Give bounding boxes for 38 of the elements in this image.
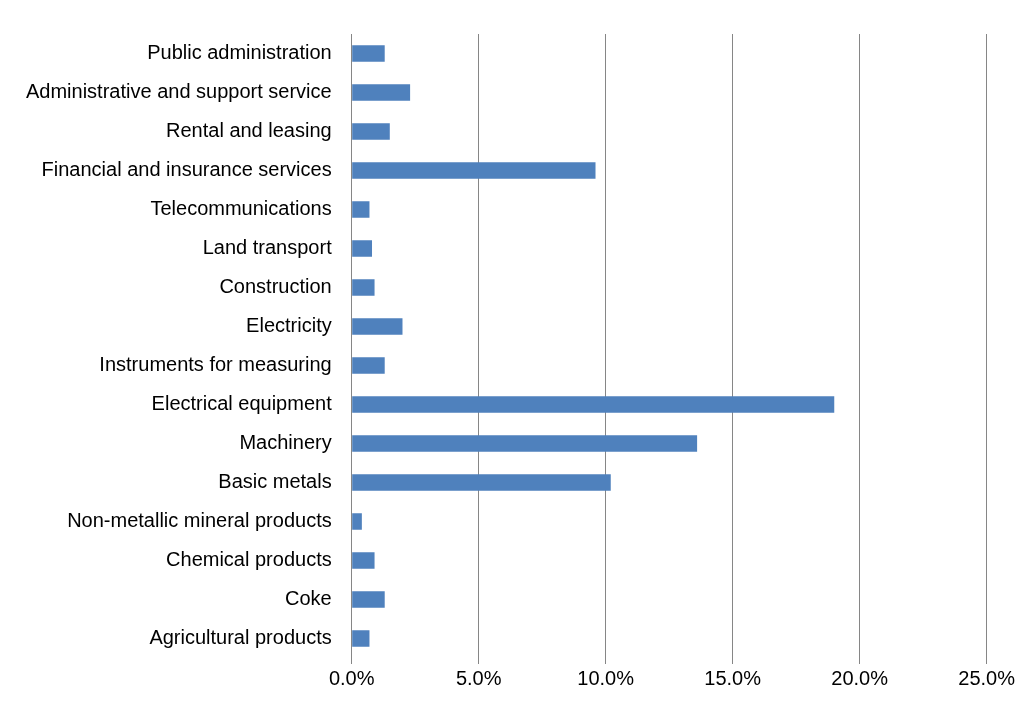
y-tick-label: Electrical equipment bbox=[151, 392, 333, 415]
bar bbox=[352, 396, 835, 413]
y-tick-label: Chemical products bbox=[166, 548, 332, 571]
y-tick-label: Administrative and support service bbox=[25, 80, 332, 103]
bar bbox=[352, 552, 375, 569]
bar bbox=[352, 123, 390, 140]
x-tick-label: 0.0% bbox=[328, 666, 375, 689]
x-tick-label: 5.0% bbox=[455, 666, 502, 689]
y-tick-label: Non-metallic mineral products bbox=[67, 509, 332, 532]
y-tick-label: Rental and leasing bbox=[166, 119, 332, 142]
bar bbox=[352, 357, 385, 374]
y-tick-label: Telecommunications bbox=[150, 197, 332, 220]
bar bbox=[352, 240, 373, 257]
y-tick-label: Instruments for measuring bbox=[99, 353, 332, 376]
bar bbox=[352, 279, 375, 296]
y-tick-label: Basic metals bbox=[218, 470, 332, 493]
y-tick-label: Financial and insurance services bbox=[41, 158, 332, 181]
bar bbox=[352, 45, 385, 62]
x-tick-label: 10.0% bbox=[577, 666, 635, 689]
y-tick-label: Land transport bbox=[202, 236, 333, 259]
bar bbox=[352, 162, 596, 179]
bar bbox=[352, 474, 611, 491]
y-tick-label: Construction bbox=[219, 275, 332, 298]
bar bbox=[352, 630, 370, 647]
y-tick-label: Coke bbox=[284, 587, 332, 610]
bar bbox=[352, 591, 385, 608]
x-tick-label: 25.0% bbox=[958, 666, 1016, 689]
bar bbox=[352, 435, 698, 452]
y-tick-label: Public administration bbox=[147, 41, 332, 64]
y-tick-label: Machinery bbox=[239, 431, 332, 454]
x-tick-label: 20.0% bbox=[831, 666, 889, 689]
bar bbox=[352, 84, 411, 101]
x-tick-label: 15.0% bbox=[704, 666, 762, 689]
bar bbox=[352, 201, 370, 218]
bar bbox=[352, 318, 403, 335]
y-tick-label: Agricultural products bbox=[149, 626, 332, 649]
bar bbox=[352, 513, 362, 530]
y-tick-label: Electricity bbox=[246, 314, 332, 337]
